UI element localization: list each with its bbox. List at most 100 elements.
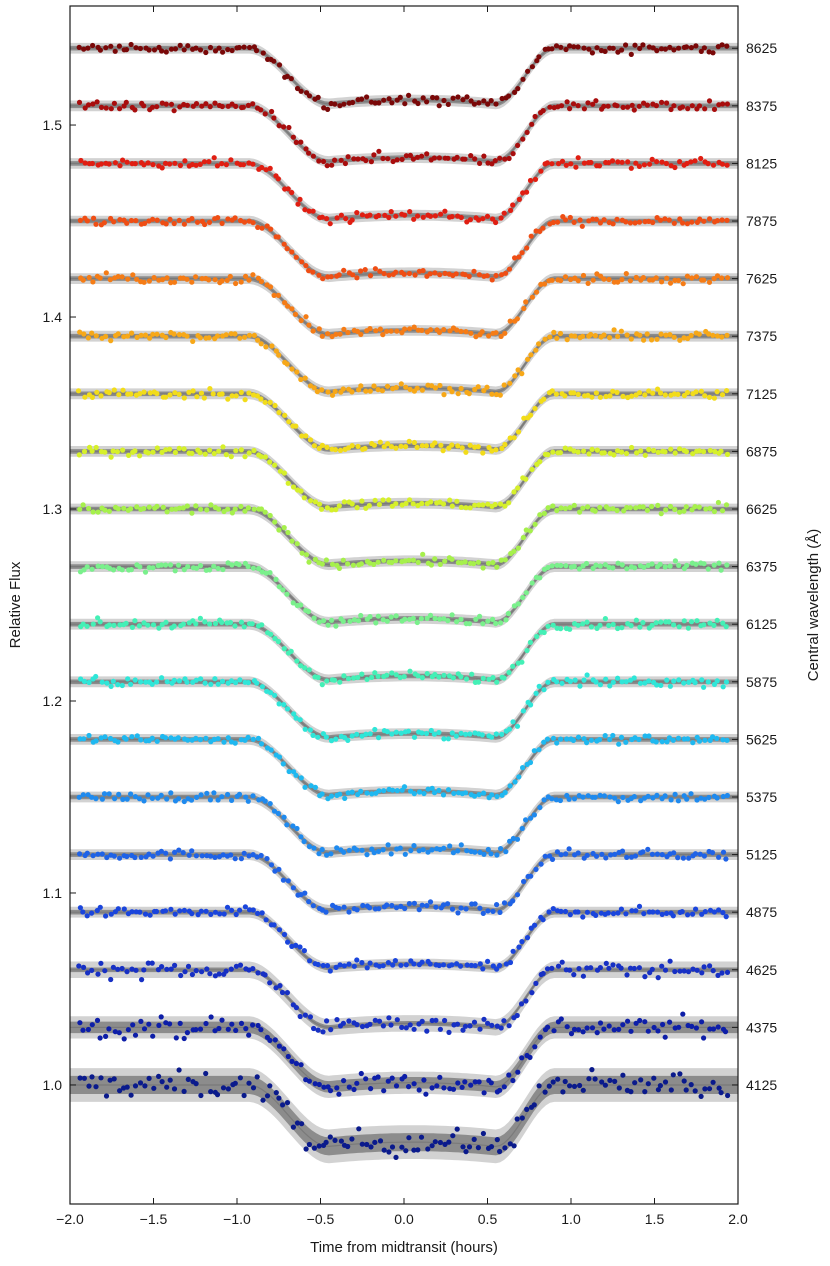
data-point <box>570 101 577 107</box>
data-point <box>201 395 207 401</box>
data-point <box>318 506 325 512</box>
data-point <box>436 729 442 736</box>
data-point <box>627 220 634 226</box>
data-point <box>299 433 305 439</box>
data-point <box>176 332 182 338</box>
data-point <box>455 443 461 449</box>
data-point <box>184 102 190 108</box>
data-point <box>562 1078 568 1085</box>
data-point <box>428 499 434 505</box>
data-point <box>580 973 587 979</box>
data-point <box>503 849 509 855</box>
data-point <box>528 233 534 239</box>
data-point <box>571 390 577 396</box>
data-point <box>619 159 625 165</box>
data-point <box>123 620 129 626</box>
data-point <box>632 1080 638 1086</box>
data-point <box>618 734 625 741</box>
data-point <box>94 99 100 105</box>
data-point <box>98 1075 104 1081</box>
data-point <box>258 1027 264 1033</box>
data-point <box>592 794 598 800</box>
data-point <box>490 908 496 915</box>
data-point <box>638 1077 644 1083</box>
data-point <box>671 47 677 53</box>
data-point <box>481 1090 487 1096</box>
data-point <box>246 332 253 338</box>
data-point <box>358 788 364 794</box>
data-point <box>662 793 668 799</box>
data-point <box>601 332 607 338</box>
data-point <box>150 853 156 859</box>
data-point <box>97 904 103 910</box>
data-point <box>466 391 472 397</box>
data-point <box>485 958 491 965</box>
data-point <box>402 326 408 332</box>
data-point <box>551 1028 557 1034</box>
data-point <box>238 279 244 285</box>
data-point <box>120 447 126 453</box>
data-point <box>725 1092 731 1099</box>
data-point <box>208 911 214 918</box>
data-point <box>680 281 686 287</box>
data-point <box>120 387 126 393</box>
data-point <box>273 576 279 583</box>
data-point <box>372 1139 378 1145</box>
data-point <box>184 1030 190 1036</box>
data-point <box>75 388 82 394</box>
data-point <box>642 392 648 398</box>
data-point <box>221 911 227 917</box>
data-point <box>719 970 725 976</box>
y-axis-label: Relative Flux <box>7 561 24 648</box>
data-point <box>596 163 603 169</box>
data-point <box>601 793 608 799</box>
data-point <box>592 508 598 514</box>
data-point <box>97 47 103 53</box>
data-point <box>336 565 342 572</box>
data-point <box>251 506 257 512</box>
data-point <box>172 390 178 396</box>
data-point <box>171 108 177 114</box>
data-point <box>463 676 470 682</box>
data-point <box>232 506 238 512</box>
data-point <box>124 796 130 802</box>
data-point <box>603 393 609 400</box>
data-point <box>340 1020 346 1026</box>
data-point <box>97 619 103 625</box>
data-point <box>115 906 121 912</box>
data-point <box>345 445 352 451</box>
data-point <box>117 622 123 628</box>
data-point <box>275 292 281 298</box>
data-point <box>312 556 318 563</box>
data-point <box>434 95 440 101</box>
data-point <box>398 443 404 449</box>
data-point <box>376 148 382 154</box>
data-point <box>346 1084 352 1090</box>
data-point <box>129 330 135 336</box>
data-point <box>528 815 534 821</box>
data-point <box>615 159 621 165</box>
data-point <box>597 504 603 511</box>
data-point <box>692 1088 698 1094</box>
data-point <box>163 49 169 55</box>
data-point <box>81 1075 87 1081</box>
data-point <box>272 692 278 698</box>
data-point <box>255 337 261 343</box>
data-point <box>541 396 547 402</box>
data-point <box>584 740 590 746</box>
data-point <box>683 504 689 510</box>
data-point <box>106 508 112 514</box>
data-point <box>696 738 703 744</box>
data-point <box>649 851 656 857</box>
data-point <box>676 45 682 51</box>
data-point <box>516 196 523 202</box>
data-point <box>190 388 196 394</box>
data-point <box>489 161 495 167</box>
data-point <box>714 678 720 684</box>
data-point <box>337 679 343 685</box>
data-point <box>276 1095 282 1101</box>
data-point <box>87 444 93 450</box>
data-point <box>516 944 522 950</box>
data-point <box>338 1138 344 1144</box>
data-point <box>81 964 87 971</box>
